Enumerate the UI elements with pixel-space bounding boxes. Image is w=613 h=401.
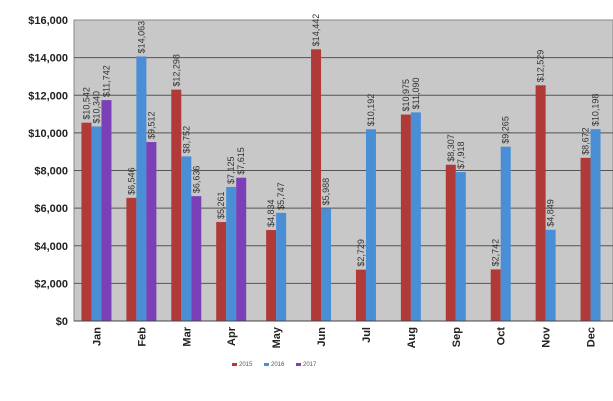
bar-2016-dec: [590, 129, 601, 321]
x-tick-label: Sep: [451, 327, 463, 347]
y-tick-label: $4,000: [34, 241, 68, 253]
x-tick-label: May: [271, 326, 283, 348]
data-label: $7,125: [226, 156, 236, 184]
bar-2015-jul: [355, 269, 366, 321]
data-label: $10,975: [401, 79, 411, 112]
data-label: $10,198: [591, 94, 601, 127]
data-label: $4,834: [266, 200, 276, 228]
y-tick-label: $0: [56, 316, 68, 328]
data-label: $7,918: [456, 142, 466, 170]
bar-2015-nov: [535, 85, 546, 321]
data-label: $14,442: [311, 14, 321, 47]
bar-2016-jul: [365, 129, 376, 321]
x-tick-label: Jul: [361, 327, 373, 343]
y-tick-label: $10,000: [28, 128, 68, 140]
legend-swatch-2017: [296, 363, 301, 366]
bar-2016-nov: [545, 229, 556, 321]
bar-2015-mar: [171, 89, 182, 321]
bar-2015-oct: [490, 269, 501, 321]
data-label: $11,742: [101, 65, 111, 97]
data-label: $5,261: [216, 191, 226, 219]
data-label: $6,636: [191, 166, 201, 194]
bar-2016-mar: [181, 156, 192, 321]
legend: 2015 2016 2017: [232, 362, 317, 368]
data-label: $5,988: [321, 178, 331, 206]
bar-2016-oct: [500, 146, 511, 321]
bar-2017-mar: [191, 196, 202, 321]
data-label: $9,512: [146, 112, 156, 140]
bar-2015-jan: [81, 122, 92, 322]
data-label: $10,542: [81, 87, 91, 120]
y-axis: $0 $2,000 $4,000 $6,000 $8,000 $10,000 $12,000…: [28, 15, 68, 328]
x-tick-label: Apr: [226, 326, 238, 346]
data-label: $2,729: [356, 239, 366, 267]
legend-swatch-2015: [232, 363, 237, 366]
bar-2016-feb: [136, 56, 147, 321]
bar-2016-sep: [455, 172, 466, 321]
bar-2015-jun: [311, 49, 322, 321]
data-label: $14,063: [136, 21, 146, 54]
data-label: $9,265: [501, 116, 511, 144]
bars: [81, 49, 601, 322]
bar-2017-jan: [101, 100, 112, 321]
data-label: $4,849: [546, 199, 556, 227]
y-tick-label: $6,000: [34, 203, 68, 215]
bar-2015-sep: [445, 164, 456, 321]
bar-2016-apr: [226, 186, 237, 321]
y-tick-label: $8,000: [34, 166, 68, 178]
legend-label-2015: 2015: [239, 362, 253, 368]
gridlines: [74, 57, 613, 284]
x-tick-label: Mar: [181, 326, 193, 346]
data-label: $10,340: [91, 91, 101, 124]
y-tick-label: $14,000: [28, 53, 68, 65]
x-tick-label: Feb: [136, 327, 148, 347]
bar-2015-dec: [580, 157, 591, 321]
bar-2017-apr: [236, 177, 247, 321]
legend-label-2017: 2017: [303, 362, 317, 368]
data-label: $7,615: [236, 147, 246, 175]
bar-2016-jan: [91, 126, 102, 321]
x-tick-label: Oct: [496, 327, 508, 346]
data-label: $6,546: [126, 167, 136, 195]
y-tick-label: $2,000: [34, 278, 68, 290]
x-tick-label: Jun: [316, 327, 328, 347]
data-labels: $10,542 $10,340$11,742 $6,546 $14,063 $9,512…: [81, 14, 600, 267]
legend-label-2016: 2016: [271, 362, 285, 368]
data-label: $2,742: [491, 239, 501, 267]
bar-2015-feb: [126, 197, 137, 321]
data-label: $12,298: [171, 54, 181, 87]
data-label: $8,672: [581, 127, 591, 155]
x-tick-label: Jan: [91, 327, 103, 346]
data-label: $11,090: [411, 77, 421, 109]
bar-2015-may: [266, 230, 277, 321]
x-tick-label: Dec: [586, 327, 598, 347]
bar-2017-feb: [146, 142, 157, 321]
x-tick-label: Aug: [406, 327, 418, 348]
data-label: $12,529: [536, 50, 546, 83]
x-axis: Jan Feb Mar Apr May Jun Jul Aug Sep Oct Nov Dec: [74, 320, 613, 348]
y-tick-label: $16,000: [28, 15, 68, 27]
data-label: $8,752: [181, 126, 191, 154]
data-label: $8,307: [446, 134, 456, 162]
y-tick-label: $12,000: [28, 90, 68, 102]
bar-2015-apr: [216, 222, 227, 321]
bar-2016-aug: [410, 112, 421, 321]
data-label: $10,192: [366, 94, 376, 127]
bar-2015-aug: [400, 114, 411, 322]
data-label: $5,747: [276, 182, 286, 210]
legend-swatch-2016: [264, 363, 269, 366]
bar-2016-may: [276, 212, 287, 321]
bar-2016-jun: [321, 208, 332, 321]
x-tick-label: Nov: [541, 326, 553, 348]
